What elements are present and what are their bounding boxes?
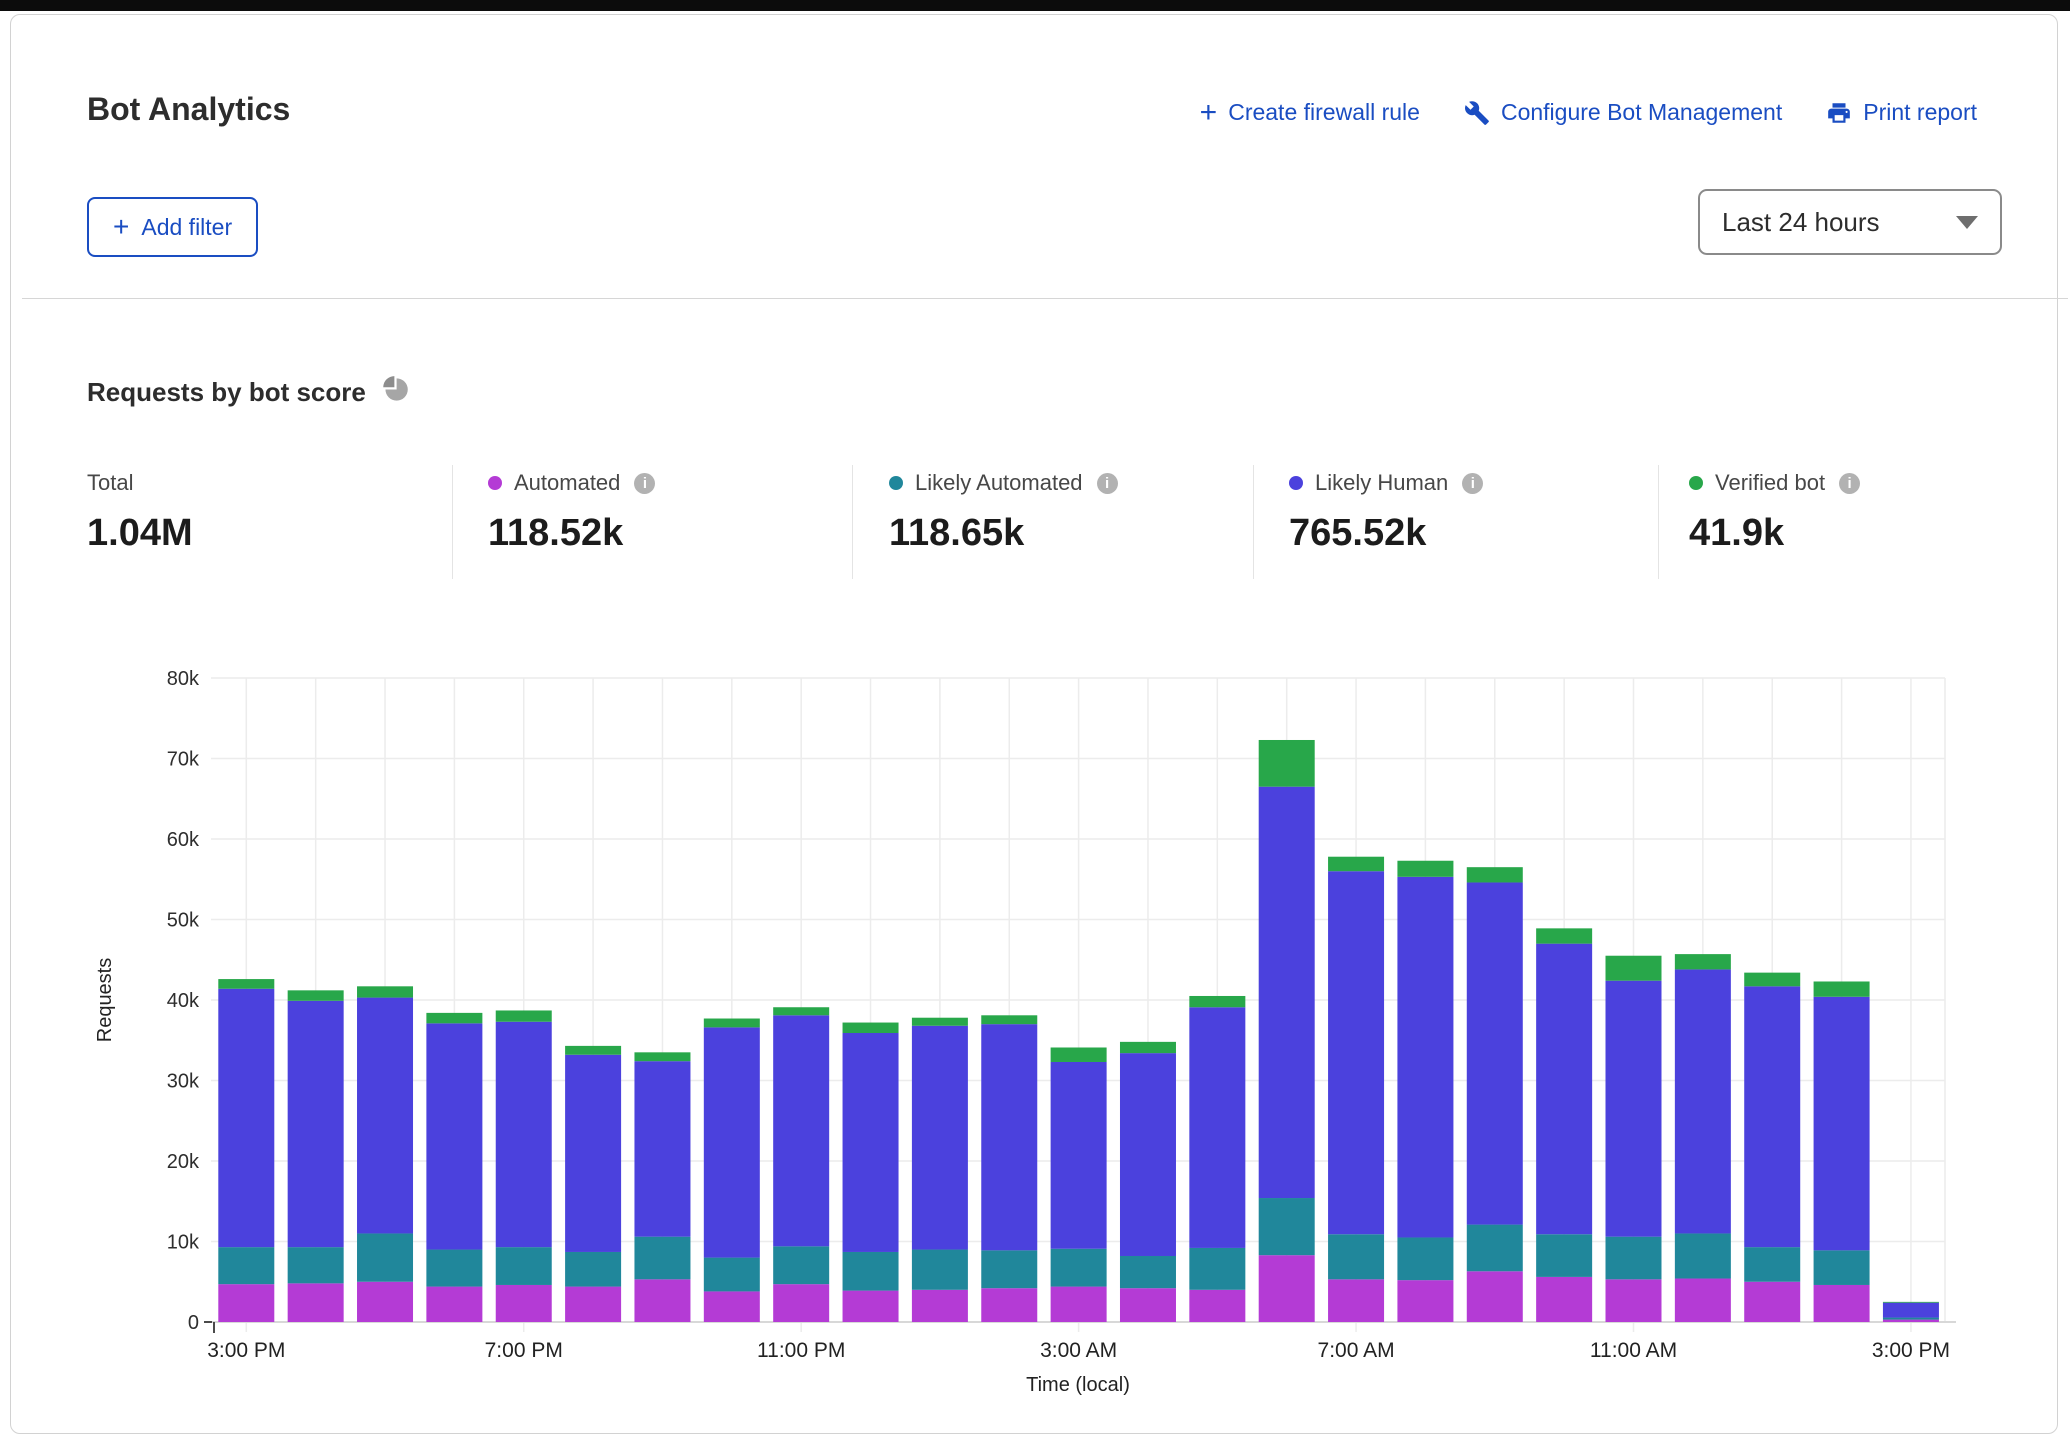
svg-text:3:00 AM: 3:00 AM [1040,1339,1117,1362]
stat-verified-bot-label: Verified bot [1715,470,1825,496]
stat-total-value: 1.04M [87,512,193,555]
svg-text:7:00 AM: 7:00 AM [1318,1339,1395,1362]
info-icon[interactable]: i [1839,473,1860,494]
stat-divider [1253,465,1254,579]
svg-text:30k: 30k [167,1071,200,1093]
stat-likely-automated-label: Likely Automated [915,470,1083,496]
stat-likely-automated: Likely Automated i 118.65k [889,470,1118,555]
svg-text:Requests: Requests [94,958,116,1043]
svg-text:80k: 80k [167,668,200,690]
svg-text:3:00 PM: 3:00 PM [1872,1339,1950,1362]
configure-bot-management-label: Configure Bot Management [1501,99,1782,126]
create-firewall-rule-label: Create firewall rule [1228,99,1420,126]
section-header: Requests by bot score [87,375,410,409]
section-title: Requests by bot score [87,377,366,408]
print-report-link[interactable]: Print report [1826,99,1977,126]
add-filter-button[interactable]: + Add filter [87,197,258,257]
stat-likely-human: Likely Human i 765.52k [1289,470,1483,555]
plus-icon: + [113,216,129,238]
add-filter-label: Add filter [141,214,232,241]
page-title: Bot Analytics [87,91,290,128]
stat-automated: Automated i 118.52k [488,470,655,555]
print-report-label: Print report [1863,99,1977,126]
stat-automated-label: Automated [514,470,620,496]
info-icon[interactable]: i [1097,473,1118,494]
svg-text:20k: 20k [167,1151,200,1173]
stat-divider [452,465,453,579]
stat-likely-human-value: 765.52k [1289,512,1483,555]
header-actions: + Create firewall rule Configure Bot Man… [1200,99,1977,126]
automated-dot [488,476,502,490]
stat-automated-value: 118.52k [488,512,655,555]
requests-by-bot-score-chart: 0 10k 20k 30k 40k 50k 60k 70k 80k 3:00 PM 7:00 PM 1… [11,625,2070,1409]
info-icon[interactable]: i [634,473,655,494]
svg-text:0: 0 [188,1312,199,1334]
likely-automated-dot [889,476,903,490]
chart-canvas: 0 10k 20k 30k 40k 50k 60k 70k 80k 3:00 PM 7:00 PM 1… [11,625,2070,1409]
header-divider [22,298,2068,299]
verified-bot-dot [1689,476,1703,490]
svg-text:50k: 50k [167,910,200,932]
svg-text:11:00 AM: 11:00 AM [1590,1339,1677,1362]
bot-analytics-card: Bot Analytics + Create firewall rule Con… [10,14,2058,1434]
window-top-edge [0,0,2070,11]
stat-divider [852,465,853,579]
stat-verified-bot-value: 41.9k [1689,512,1860,555]
svg-text:3:00 PM: 3:00 PM [207,1339,285,1362]
printer-icon [1826,100,1852,126]
time-range-value: Last 24 hours [1722,207,1956,238]
configure-bot-management-link[interactable]: Configure Bot Management [1464,99,1782,126]
stat-likely-human-label: Likely Human [1315,470,1448,496]
stat-total: Total 1.04M [87,470,193,555]
svg-text:11:00 PM: 11:00 PM [757,1339,845,1362]
svg-text:10k: 10k [167,1232,200,1254]
stat-total-label: Total [87,470,133,496]
svg-text:7:00 PM: 7:00 PM [485,1339,563,1362]
create-firewall-rule-link[interactable]: + Create firewall rule [1200,99,1420,126]
wrench-icon [1464,100,1490,126]
chevron-down-icon [1956,216,1978,229]
svg-text:40k: 40k [167,990,200,1012]
stat-likely-automated-value: 118.65k [889,512,1118,555]
info-icon[interactable]: i [1462,473,1483,494]
svg-text:60k: 60k [167,829,200,851]
time-range-select[interactable]: Last 24 hours [1698,189,2002,255]
svg-text:Time (local): Time (local) [1026,1374,1130,1396]
svg-text:70k: 70k [167,749,200,771]
stat-verified-bot: Verified bot i 41.9k [1689,470,1860,555]
likely-human-dot [1289,476,1303,490]
pie-chart-icon [381,375,410,409]
plus-icon: + [1200,102,1218,124]
stat-divider [1658,465,1659,579]
